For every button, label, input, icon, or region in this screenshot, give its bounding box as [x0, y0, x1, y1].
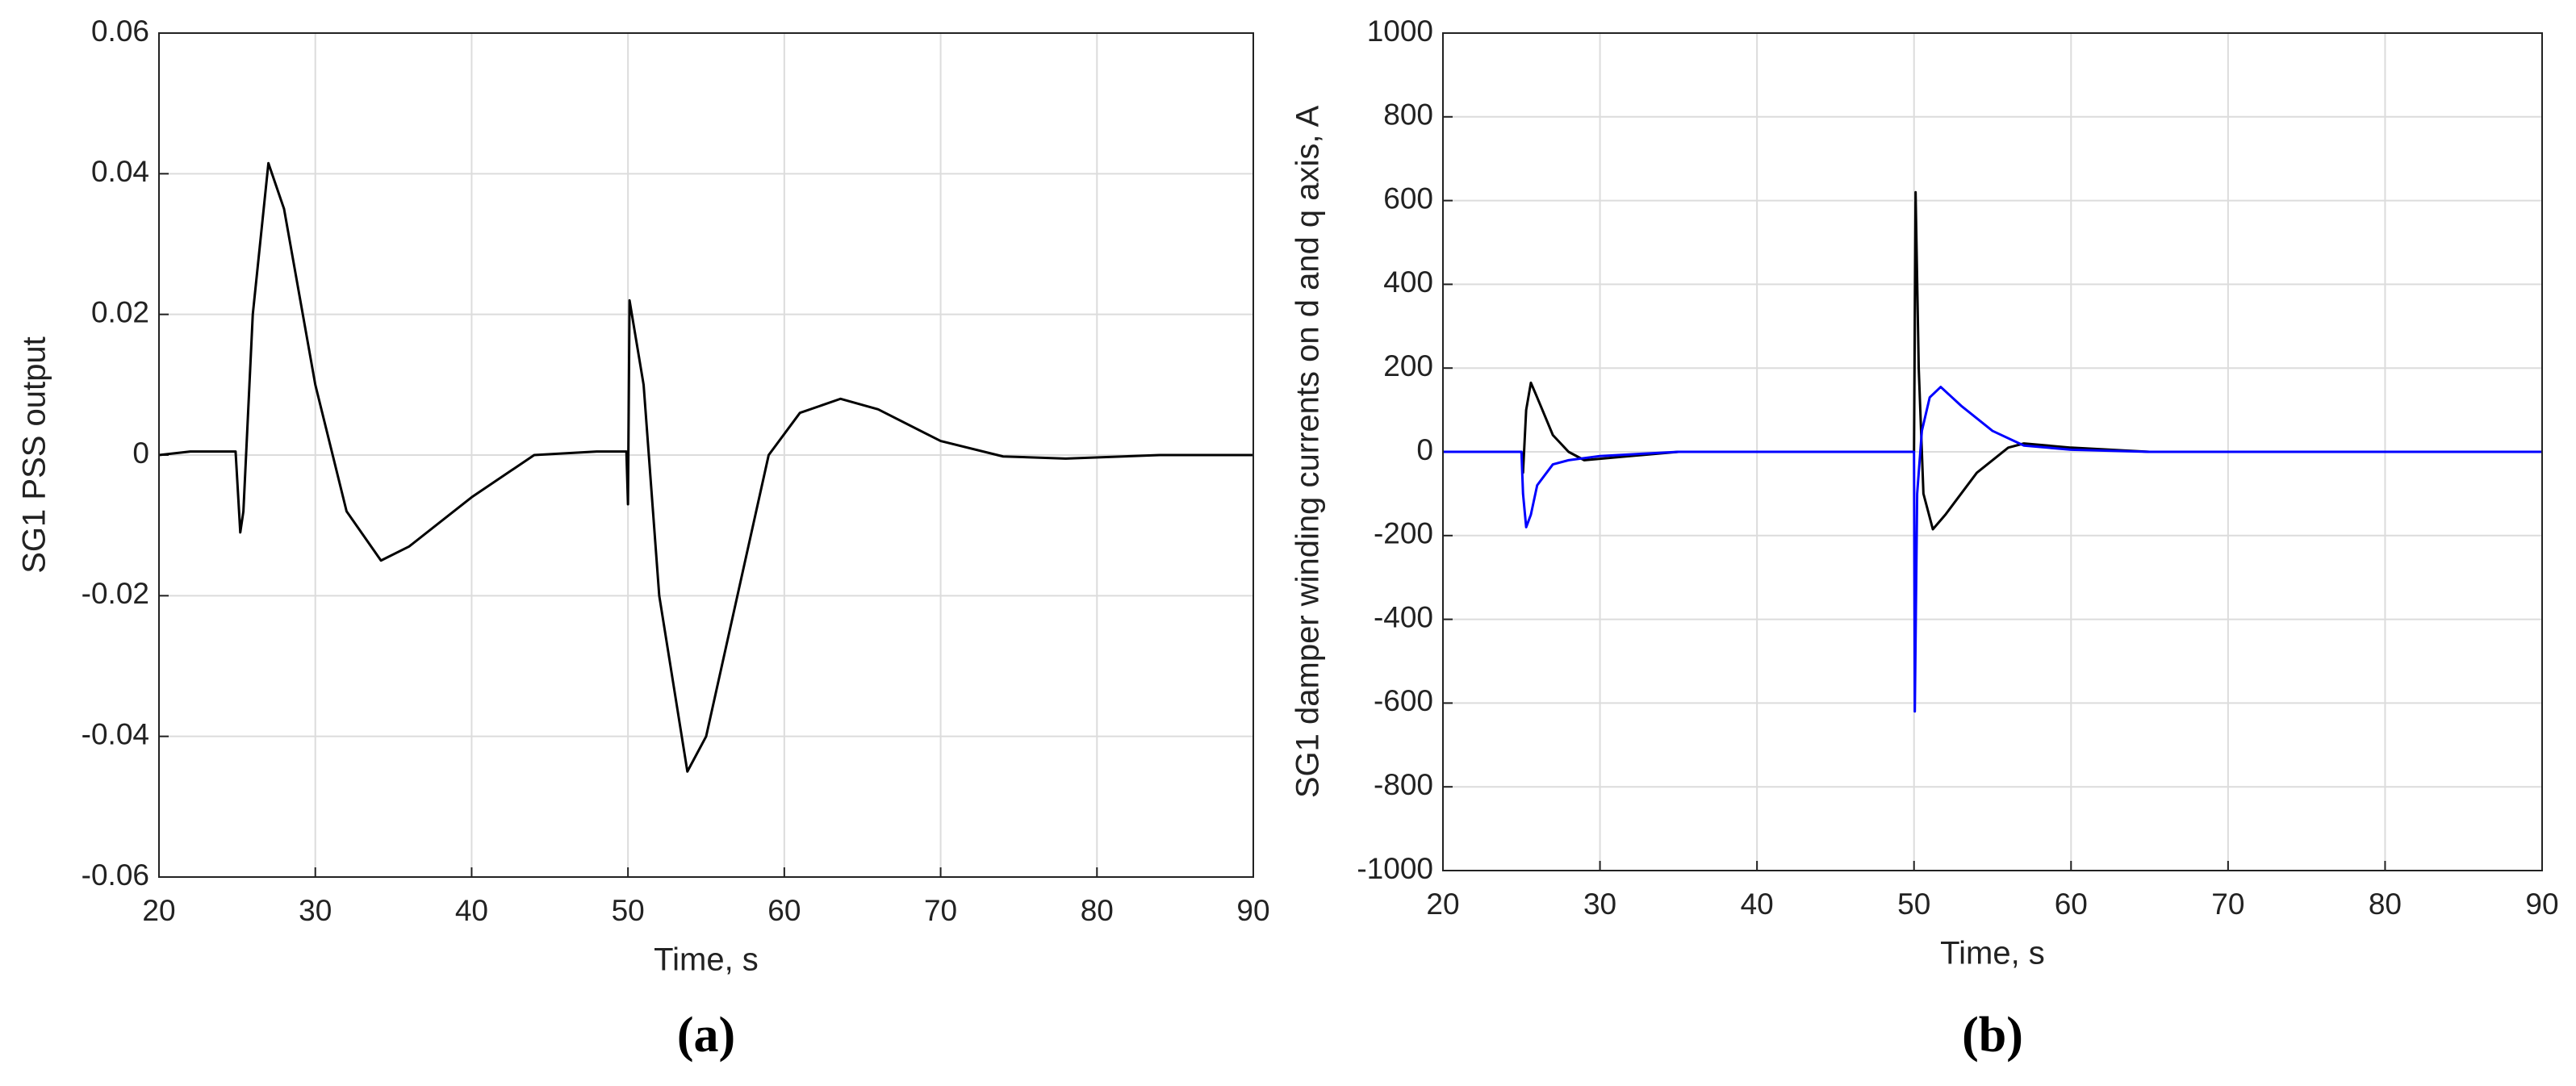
y-axis-label: SG1 PSS output: [17, 336, 52, 574]
x-tick-label: 50: [1897, 888, 1930, 921]
y-tick-label: 200: [1383, 349, 1433, 382]
y-tick-label: -0.02: [82, 577, 149, 610]
y-tick-label: 400: [1383, 265, 1433, 299]
x-tick-label: 20: [142, 894, 175, 927]
plot-frame: [1442, 32, 2543, 871]
y-tick-label: -0.04: [82, 717, 149, 750]
y-tick-label: 0: [132, 436, 149, 470]
y-tick-label: 600: [1383, 182, 1433, 215]
line-series: [1443, 386, 2542, 713]
x-tick-label: 90: [1236, 894, 1269, 927]
x-tick-label: 90: [2525, 888, 2558, 921]
x-tick-label: 60: [767, 894, 801, 927]
y-tick-label: 0: [1416, 433, 1433, 466]
panel-label: (a): [677, 1008, 735, 1063]
y-tick-label: -800: [1374, 768, 1433, 801]
x-tick-label: 60: [2055, 888, 2088, 921]
x-tick-label: 70: [924, 894, 957, 927]
y-tick-label: 0.04: [91, 155, 149, 188]
y-tick-label: -600: [1374, 684, 1433, 717]
x-tick-label: 40: [455, 894, 488, 927]
y-tick-label: 0.02: [91, 295, 149, 328]
y-tick-label: 0.06: [91, 15, 149, 48]
y-tick-label: -0.06: [82, 858, 149, 892]
x-tick-label: 80: [1081, 894, 1114, 927]
y-tick-label: -200: [1374, 517, 1433, 550]
y-tick-label: -1000: [1357, 852, 1433, 885]
line-series: [158, 161, 1253, 773]
x-tick-label: 30: [1583, 888, 1616, 921]
x-tick-label: 20: [1426, 888, 1459, 921]
x-tick-label: 80: [2369, 888, 2402, 921]
panel-label: (b): [1962, 1008, 2023, 1063]
x-tick-label: 70: [2211, 888, 2244, 921]
y-axis-label: SG1 damper winding currents on d and q a…: [1290, 106, 1326, 799]
x-tick-label: 50: [612, 894, 645, 927]
x-tick-label: 30: [299, 894, 332, 927]
y-tick-label: -400: [1374, 600, 1433, 633]
y-tick-label: 1000: [1367, 15, 1433, 48]
plot-frame: [158, 32, 1254, 878]
x-axis-label: Time, s: [1940, 936, 2045, 971]
x-axis-label: Time, s: [654, 942, 759, 978]
x-tick-label: 40: [1741, 888, 1774, 921]
y-tick-label: 800: [1383, 98, 1433, 132]
